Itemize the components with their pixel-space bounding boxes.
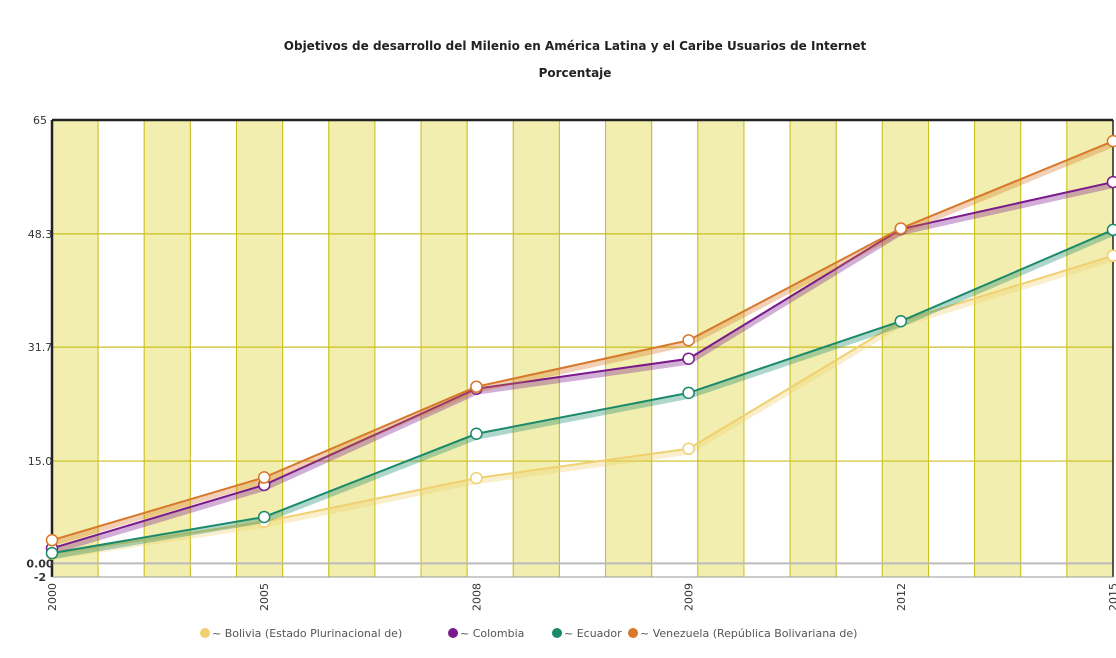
legend-item[interactable]: ~ Venezuela (República Bolivariana de) bbox=[628, 627, 857, 640]
x-tick-label: 2000 bbox=[46, 583, 59, 611]
chart-title: Objetivos de desarrollo del Milenio en A… bbox=[284, 39, 867, 53]
plot-band bbox=[98, 120, 144, 577]
x-tick-label: 2009 bbox=[683, 583, 696, 611]
data-point[interactable] bbox=[1108, 136, 1116, 147]
y-tick-label: 0.00 bbox=[26, 557, 53, 570]
data-point[interactable] bbox=[259, 511, 270, 522]
y-tick-label: 48.3 bbox=[28, 228, 53, 241]
legend-label: ~ Venezuela (República Bolivariana de) bbox=[640, 627, 857, 640]
data-point[interactable] bbox=[259, 472, 270, 483]
data-point[interactable] bbox=[683, 335, 694, 346]
plot-band bbox=[467, 120, 513, 577]
data-point[interactable] bbox=[895, 316, 906, 327]
plot-band bbox=[375, 120, 421, 577]
legend-label: ~ Bolivia (Estado Plurinacional de) bbox=[212, 627, 402, 640]
legend-marker-icon bbox=[552, 628, 562, 638]
y-tick-label: 65 bbox=[33, 114, 47, 127]
legend-item[interactable]: ~ Colombia bbox=[448, 627, 524, 640]
y-tick-label: 15.0 bbox=[28, 455, 53, 468]
legend-marker-icon bbox=[628, 628, 638, 638]
data-point[interactable] bbox=[1108, 224, 1116, 235]
legend-marker-icon bbox=[200, 628, 210, 638]
data-point[interactable] bbox=[471, 381, 482, 392]
plot-band bbox=[928, 120, 974, 577]
plot-band bbox=[513, 120, 559, 577]
x-tick-label: 2005 bbox=[258, 583, 271, 611]
data-point[interactable] bbox=[471, 428, 482, 439]
data-point[interactable] bbox=[1108, 250, 1116, 261]
data-point[interactable] bbox=[471, 473, 482, 484]
plot-band bbox=[52, 120, 98, 577]
data-point[interactable] bbox=[683, 443, 694, 454]
x-tick-label: 2015 bbox=[1107, 583, 1116, 611]
x-axis-ticks: 2000 2005 2008 2009 2012 2015 bbox=[46, 583, 1116, 611]
data-point[interactable] bbox=[683, 353, 694, 364]
legend-label: ~ Ecuador bbox=[564, 627, 622, 640]
x-tick-label: 2008 bbox=[470, 583, 483, 611]
plot-band bbox=[882, 120, 928, 577]
plot-bands bbox=[52, 120, 1113, 577]
data-point[interactable] bbox=[47, 535, 58, 546]
data-point[interactable] bbox=[1108, 177, 1116, 188]
legend: ~ Bolivia (Estado Plurinacional de) ~ Col… bbox=[200, 627, 857, 640]
chart-subtitle: Porcentaje bbox=[539, 66, 612, 80]
legend-marker-icon bbox=[448, 628, 458, 638]
plot-band bbox=[421, 120, 467, 577]
plot-band bbox=[237, 120, 283, 577]
plot-band bbox=[1021, 120, 1067, 577]
legend-item[interactable]: ~ Ecuador bbox=[552, 627, 622, 640]
y-tick-label: -2 bbox=[34, 571, 46, 584]
x-tick-label: 2012 bbox=[895, 583, 908, 611]
legend-label: ~ Colombia bbox=[460, 627, 524, 640]
plot-band bbox=[606, 120, 652, 577]
data-point[interactable] bbox=[683, 387, 694, 398]
data-point[interactable] bbox=[895, 223, 906, 234]
plot-band bbox=[559, 120, 605, 577]
plot-band bbox=[744, 120, 790, 577]
y-axis-ticks: 65 48.3 31.7 15.0 0.00-2 bbox=[26, 114, 53, 584]
y-tick-label: 31.7 bbox=[28, 341, 53, 354]
legend-item[interactable]: ~ Bolivia (Estado Plurinacional de) bbox=[200, 627, 402, 640]
